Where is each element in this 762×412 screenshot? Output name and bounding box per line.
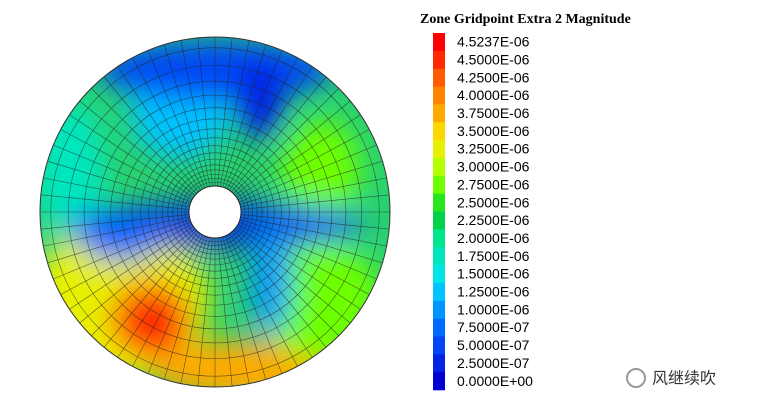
legend-swatch [433, 175, 445, 194]
legend-label: 7.5000E-07 [457, 319, 530, 335]
legend-swatch [433, 300, 445, 319]
legend-swatch [433, 247, 445, 266]
watermark-text: 风继续吹 [652, 369, 716, 388]
legend-label: 2.5000E-06 [457, 194, 530, 210]
legend-label: 2.2500E-06 [457, 212, 530, 228]
legend-swatch [433, 354, 445, 373]
legend-title: Zone Gridpoint Extra 2 Magnitude [420, 12, 631, 27]
legend-swatch [433, 140, 445, 159]
legend-swatch [433, 122, 445, 141]
legend-swatch [433, 68, 445, 87]
legend-swatch [433, 265, 445, 284]
watermark: 风继续吹 [626, 368, 716, 388]
legend-swatch [433, 86, 445, 105]
legend-swatch [433, 336, 445, 355]
legend-label: 3.5000E-06 [457, 123, 530, 139]
legend-swatch [433, 372, 445, 391]
legend-label: 4.0000E-06 [457, 87, 530, 103]
legend-label: 0.0000E+00 [457, 373, 533, 389]
legend-label: 2.5000E-07 [457, 355, 530, 371]
legend-label: 3.0000E-06 [457, 159, 530, 175]
legend-label: 1.0000E-06 [457, 301, 530, 317]
legend-label: 4.2500E-06 [457, 69, 530, 85]
legend-label: 4.5000E-06 [457, 51, 530, 67]
legend-swatch [433, 33, 445, 52]
legend-label: 3.7500E-06 [457, 105, 530, 121]
legend-label: 1.5000E-06 [457, 266, 530, 282]
legend-label: 1.7500E-06 [457, 248, 530, 264]
legend-swatch [433, 229, 445, 248]
legend-swatch [433, 157, 445, 177]
legend-label: 2.7500E-06 [457, 176, 530, 192]
legend-swatch [433, 211, 445, 230]
legend-swatch [433, 282, 445, 302]
legend-label: 1.2500E-06 [457, 284, 530, 300]
legend-swatch [433, 193, 445, 212]
legend-swatch [433, 104, 445, 123]
legend-label: 2.0000E-06 [457, 230, 530, 246]
legend: 4.5237E-064.5000E-06 4.2500E-06 4.0000E-06… [433, 33, 533, 391]
legend-label: 3.2500E-06 [457, 141, 530, 157]
legend-label: 5.0000E-07 [457, 337, 530, 353]
legend-label: 4.5237E-06 [457, 34, 530, 50]
hole [188, 185, 242, 239]
legend-swatch [433, 50, 445, 69]
legend-swatch [433, 318, 445, 337]
